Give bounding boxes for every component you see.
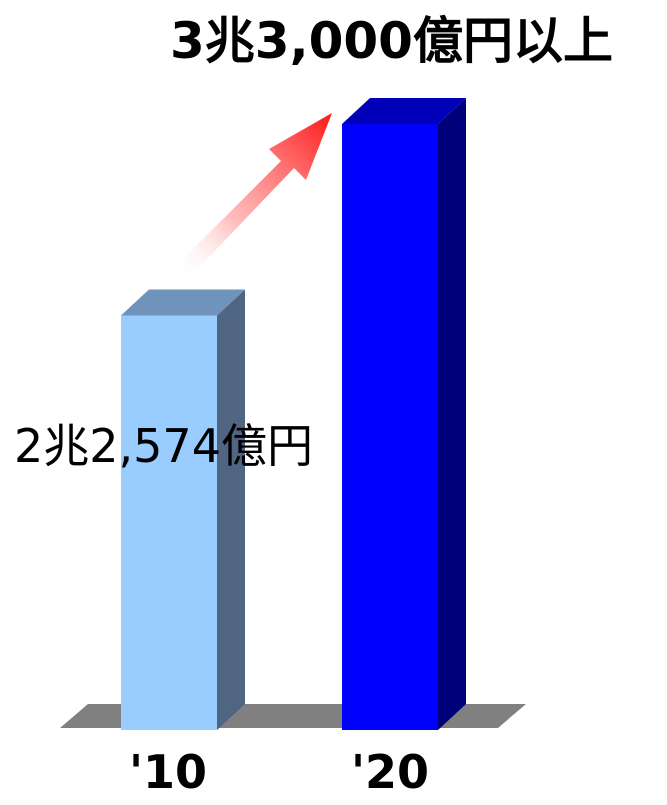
bars-group: [121, 98, 466, 730]
bar-side-1: [438, 98, 466, 730]
data-label-2020: 3兆3,000億円以上: [170, 12, 613, 70]
growth-arrow: [176, 113, 332, 278]
x-tick-label-2020: '20: [351, 745, 429, 799]
data-label-2010: 2兆2,574億円: [14, 419, 313, 473]
bar-side-0: [217, 289, 245, 730]
bar-top-1: [342, 98, 466, 124]
x-tick-label-2010: '10: [129, 745, 207, 799]
bar-1: [342, 124, 438, 730]
bar-top-0: [121, 289, 245, 316]
bar-0: [121, 315, 217, 730]
